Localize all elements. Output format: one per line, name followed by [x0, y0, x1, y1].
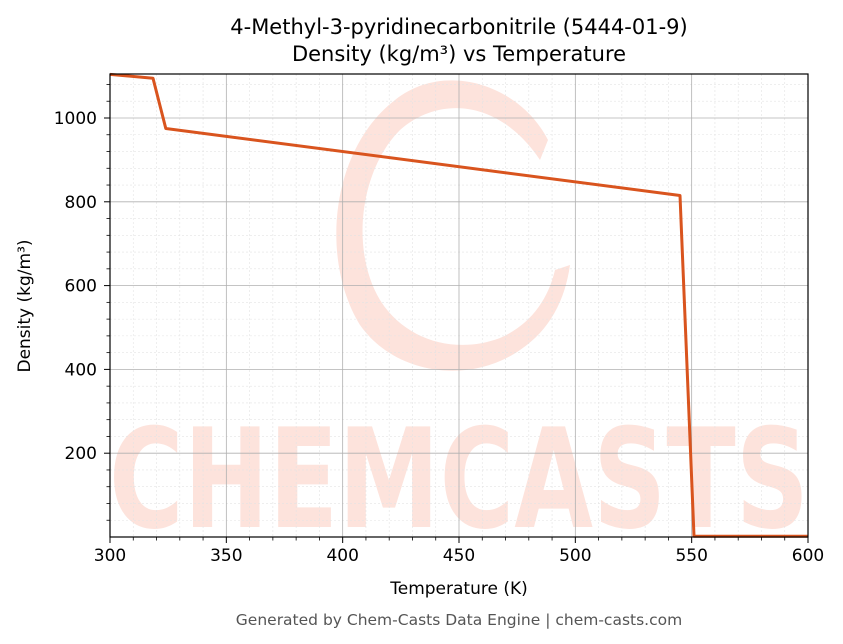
- x-tick-label: 300: [94, 546, 126, 566]
- y-axis-label: Density (kg/m³): [15, 239, 35, 372]
- y-tick-label: 200: [65, 444, 97, 464]
- y-tick-label: 600: [65, 277, 97, 297]
- watermark-logo-swirl: [336, 80, 570, 371]
- y-tick-label: 1000: [54, 109, 97, 129]
- density-series-line: [109, 72, 808, 538]
- y-tick-label: 800: [65, 193, 97, 213]
- axis-ticks: 300 350 400 450 500 550 600 200 400 600 800 1000: [54, 84, 824, 566]
- x-axis-label: Temperature (K): [389, 579, 528, 599]
- y-tick-label: 400: [65, 360, 97, 380]
- footer-credit: Generated by Chem-Casts Data Engine | ch…: [236, 611, 682, 629]
- chart-subtitle: Density (kg/m³) vs Temperature: [292, 42, 626, 66]
- x-tick-label: 350: [210, 546, 242, 566]
- x-tick-label: 600: [792, 546, 824, 566]
- x-tick-label: 500: [559, 546, 591, 566]
- x-tick-label: 400: [326, 546, 358, 566]
- series-group: [109, 72, 808, 538]
- chart-title: 4-Methyl-3-pyridinecarbonitrile (5444-01…: [230, 15, 688, 39]
- x-tick-label: 450: [443, 546, 475, 566]
- x-tick-label: 550: [675, 546, 707, 566]
